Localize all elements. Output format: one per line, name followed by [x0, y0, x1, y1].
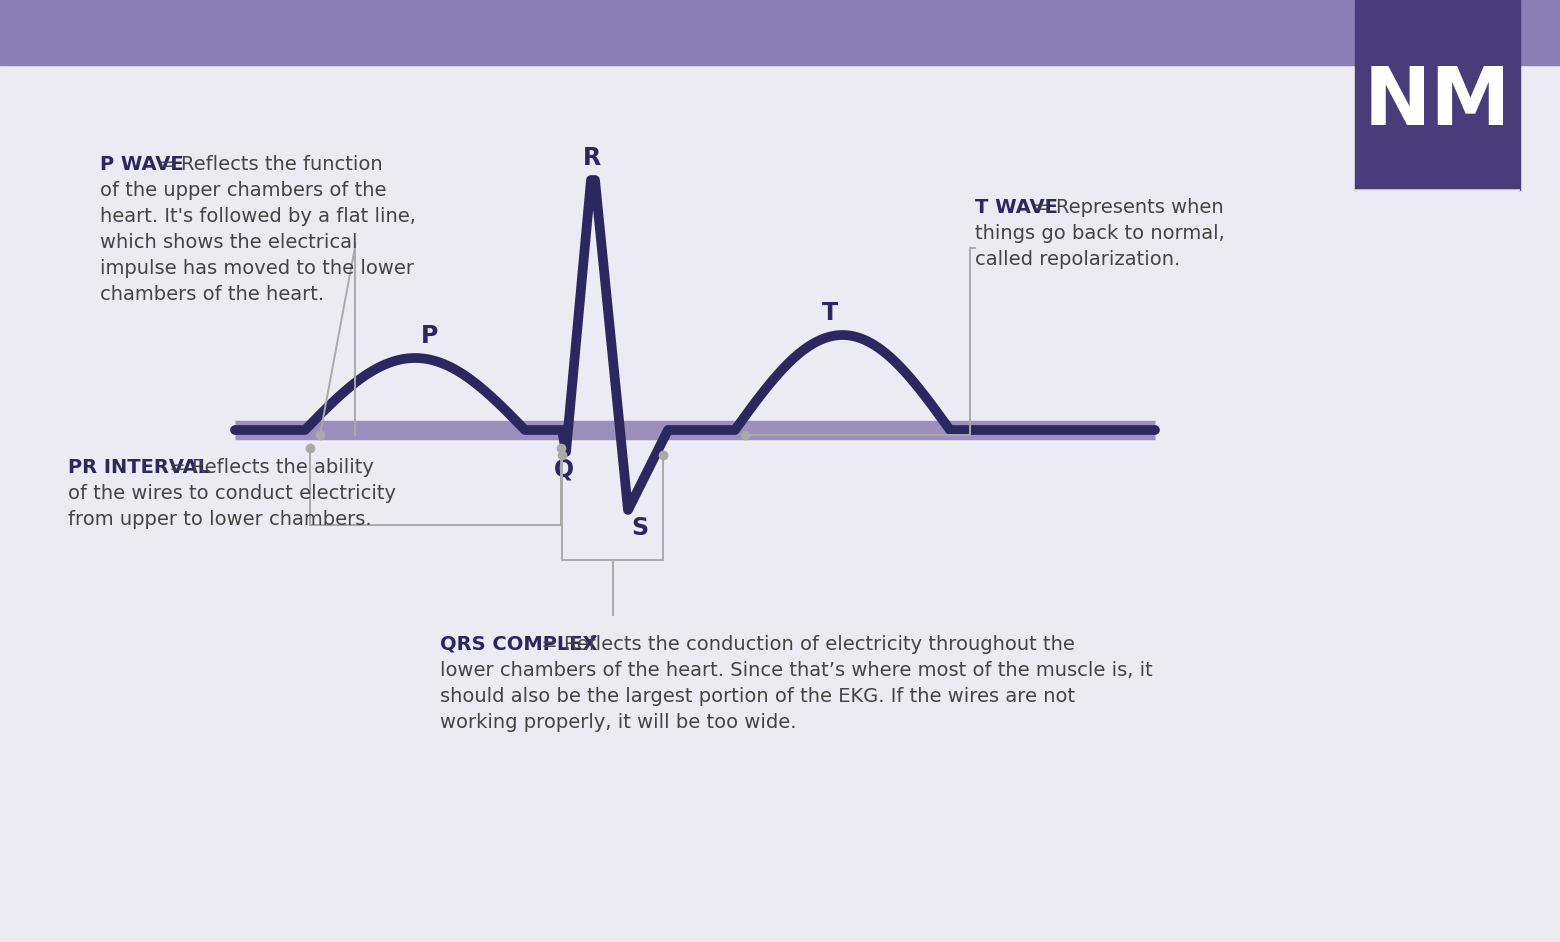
Bar [1356, 0, 1519, 190]
Text: QRS COMPLEX: QRS COMPLEX [440, 635, 597, 654]
Text: P WAVE: P WAVE [100, 155, 184, 174]
Text: R: R [583, 146, 601, 170]
Text: = Reflects the ability: = Reflects the ability [164, 458, 374, 477]
Text: P: P [421, 324, 438, 348]
Polygon shape [1356, 190, 1519, 228]
Text: lower chambers of the heart. Since that’s where most of the muscle is, it: lower chambers of the heart. Since that’… [440, 661, 1153, 680]
Text: T WAVE: T WAVE [975, 198, 1058, 217]
Text: working properly, it will be too wide.: working properly, it will be too wide. [440, 713, 797, 732]
Text: impulse has moved to the lower: impulse has moved to the lower [100, 259, 413, 278]
Text: which shows the electrical: which shows the electrical [100, 233, 357, 252]
Text: called repolarization.: called repolarization. [975, 250, 1181, 269]
Text: = Represents when: = Represents when [1026, 198, 1223, 217]
Text: Q: Q [554, 458, 574, 482]
Text: of the wires to conduct electricity: of the wires to conduct electricity [69, 484, 396, 503]
Text: from upper to lower chambers.: from upper to lower chambers. [69, 510, 371, 529]
Text: PR INTERVAL: PR INTERVAL [69, 458, 211, 477]
Text: S: S [632, 516, 649, 540]
Text: should also be the largest portion of the EKG. If the wires are not: should also be the largest portion of th… [440, 687, 1075, 706]
Text: of the upper chambers of the: of the upper chambers of the [100, 181, 387, 200]
Bar [0, 0, 1560, 65]
Text: = Reflects the function: = Reflects the function [151, 155, 382, 174]
Text: chambers of the heart.: chambers of the heart. [100, 285, 324, 304]
Text: NM: NM [1363, 64, 1512, 142]
Text: T: T [822, 301, 838, 325]
Text: = Reflects the conduction of electricity throughout the: = Reflects the conduction of electricity… [535, 635, 1075, 654]
Text: heart. It's followed by a flat line,: heart. It's followed by a flat line, [100, 207, 417, 226]
Text: things go back to normal,: things go back to normal, [975, 224, 1225, 243]
